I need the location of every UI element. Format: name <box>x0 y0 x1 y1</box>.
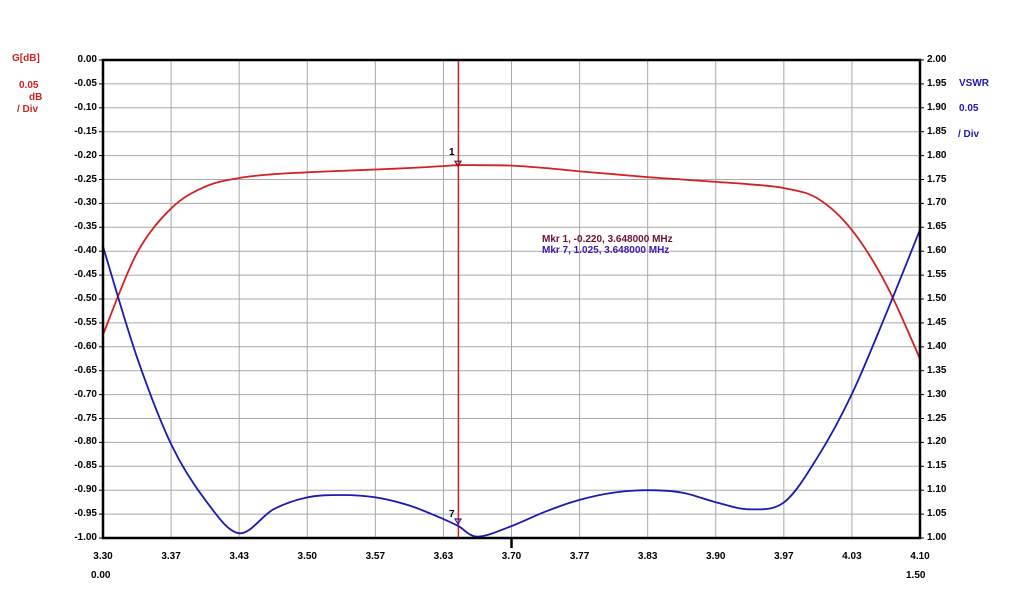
left-axis-scale-unit: dB <box>29 92 43 103</box>
left-tick-label: -0.65 <box>74 364 97 376</box>
right-tick-label: 1.55 <box>927 269 947 281</box>
right-axis-scale-value: 0.05 <box>959 103 979 114</box>
left-tick-label: -0.10 <box>74 101 97 113</box>
x-tick-label: 3.90 <box>706 551 726 562</box>
left-tick-label: -0.90 <box>74 484 97 496</box>
x-tick-label: 3.43 <box>229 551 249 562</box>
right-axis-title: VSWR <box>959 78 989 89</box>
x-tick-label: 3.70 <box>501 551 522 562</box>
left-tick-label: -0.45 <box>74 269 97 281</box>
vswr-curve <box>102 229 921 538</box>
right-tick-label: 1.20 <box>927 436 947 448</box>
data-curves <box>102 60 921 538</box>
right-tick-label: 1.80 <box>927 149 947 161</box>
marker-7-readout: Mkr 7, 1.025, 3.648000 MHz <box>542 245 670 256</box>
right-tick-label: 1.40 <box>927 340 947 352</box>
x-tick-label: 3.97 <box>774 551 794 562</box>
marker-1-triangle <box>453 160 463 168</box>
x-tick-label: 3.63 <box>433 551 454 562</box>
left-tick-label: -0.20 <box>74 149 97 161</box>
right-tick-label: 1.65 <box>927 221 947 233</box>
left-axis-scale-per: / Div <box>17 104 39 115</box>
left-axis-scale-value: 0.05 <box>19 80 39 91</box>
left-tick-label: -0.30 <box>74 197 97 209</box>
left-tick-label: -0.15 <box>74 125 97 137</box>
right-axis-scale-per: / Div <box>958 129 980 140</box>
left-tick-label: -0.70 <box>74 388 97 400</box>
right-tick-label: 1.05 <box>927 508 947 520</box>
marker-1-readout: Mkr 1, -0.220, 3.648000 MHz <box>542 234 673 245</box>
grid-lines <box>103 60 920 538</box>
left-tick-label: 0.00 <box>77 54 97 65</box>
left-tick-label: -0.80 <box>74 436 97 448</box>
right-tick-label: 1.25 <box>927 412 947 424</box>
x-tick-label: 4.10 <box>910 551 930 562</box>
x-tick-label: 3.30 <box>93 551 113 562</box>
x-tick-label: 4.03 <box>842 551 862 562</box>
x-axis-sub-left: 0.00 <box>91 570 111 581</box>
x-tick-label: 3.77 <box>569 551 590 562</box>
right-tick-label: 1.90 <box>927 101 947 113</box>
right-tick-label: 1.50 <box>927 293 947 304</box>
marker-7-label: 7 <box>449 509 455 520</box>
left-tick-label: -0.25 <box>74 173 97 185</box>
right-tick-label: 2.00 <box>927 54 947 65</box>
left-axis-title: G[dB] <box>12 53 40 64</box>
right-tick-label: 1.45 <box>927 316 947 328</box>
x-tick-label: 3.57 <box>365 551 386 562</box>
left-tick-label: -0.35 <box>74 221 97 233</box>
right-tick-label: 1.60 <box>927 245 947 257</box>
right-tick-label: 1.15 <box>927 460 947 472</box>
left-tick-label: -0.55 <box>74 316 97 328</box>
left-tick-label: -0.60 <box>74 340 97 352</box>
left-tick-label: -0.05 <box>74 77 97 89</box>
left-tick-label: -0.85 <box>74 460 97 472</box>
left-tick-label: -0.95 <box>74 508 97 520</box>
gain-curve <box>102 164 921 360</box>
right-tick-label: 1.85 <box>927 125 947 137</box>
x-tick-label: 3.37 <box>161 551 181 562</box>
marker-glyphs <box>453 160 463 526</box>
marker-1-label: 1 <box>449 147 455 158</box>
left-tick-label: -0.40 <box>74 245 97 257</box>
right-tick-label: 1.10 <box>927 484 947 496</box>
right-tick-label: 1.75 <box>927 173 947 185</box>
left-tick-label: -0.50 <box>74 293 97 304</box>
left-tick-label: -0.75 <box>74 412 97 424</box>
x-axis-sub-right: 1.50 <box>906 570 926 581</box>
right-tick-label: 1.30 <box>927 388 947 400</box>
right-tick-label: 1.95 <box>927 77 947 89</box>
plot-frame <box>99 58 924 548</box>
marker-7-triangle <box>453 518 463 526</box>
x-tick-label: 3.50 <box>297 551 317 562</box>
right-tick-label: 1.00 <box>927 532 947 543</box>
right-tick-label: 1.35 <box>927 364 947 376</box>
right-tick-label: 1.70 <box>927 197 947 209</box>
x-tick-label: 3.83 <box>637 551 658 562</box>
left-tick-label: -1.00 <box>74 532 97 543</box>
